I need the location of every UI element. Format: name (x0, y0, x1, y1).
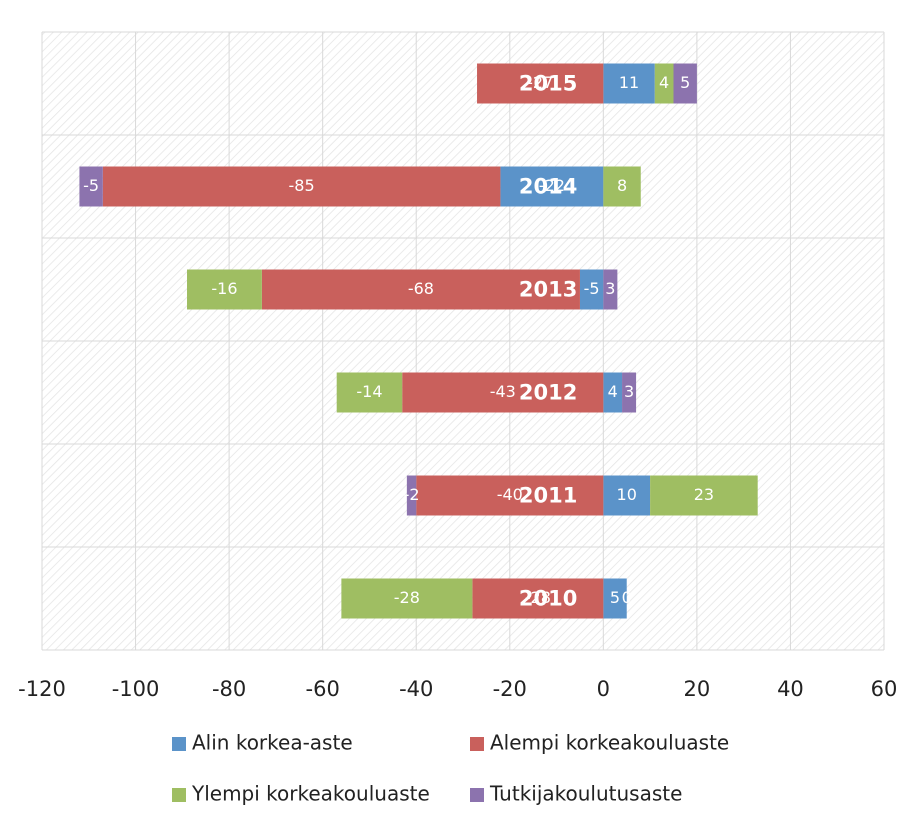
bar (341, 578, 473, 619)
bar (603, 166, 641, 207)
value-label: 10 (617, 485, 637, 504)
value-label: 5 (610, 588, 620, 607)
value-label: -28 (525, 588, 551, 607)
value-label: 3 (605, 279, 615, 298)
value-label: -14 (356, 382, 382, 401)
bar (603, 578, 627, 619)
value-label: -43 (490, 382, 516, 401)
x-tick-label: -60 (306, 677, 340, 701)
value-label: -40 (497, 485, 523, 504)
bar (406, 475, 417, 516)
bar (402, 372, 604, 413)
legend-swatch (470, 788, 484, 802)
x-tick-label: 60 (871, 677, 898, 701)
value-label: -85 (289, 176, 315, 195)
bar (500, 166, 604, 207)
x-tick-label: 0 (597, 677, 610, 701)
legend-label: Alin korkea-aste (192, 731, 353, 755)
bar (622, 372, 637, 413)
legend-swatch (172, 737, 186, 751)
x-tick-label: -120 (18, 677, 66, 701)
value-label: 5 (680, 73, 690, 92)
value-label: -5 (83, 176, 99, 195)
value-label: 0 (622, 588, 632, 607)
legend-swatch (172, 788, 186, 802)
category-label: 2015 (519, 72, 577, 96)
bar (603, 475, 651, 516)
value-label: 8 (617, 176, 627, 195)
x-tick-label: -20 (493, 677, 527, 701)
bar (261, 269, 580, 310)
legend-swatch (470, 737, 484, 751)
bar (650, 475, 758, 516)
bar (477, 63, 604, 104)
value-label: -16 (211, 279, 237, 298)
bar (603, 269, 618, 310)
bar (472, 578, 604, 619)
value-label: 3 (624, 382, 634, 401)
bar (654, 63, 674, 104)
value-label: 4 (659, 73, 669, 92)
legend-label: Alempi korkeakouluaste (490, 731, 729, 755)
x-tick-label: -100 (112, 677, 160, 701)
value-label: -27 (527, 73, 553, 92)
category-label: 2014 (519, 175, 577, 199)
value-label: 4 (608, 382, 618, 401)
bar (336, 372, 403, 413)
x-tick-label: 40 (777, 677, 804, 701)
value-label: -68 (408, 279, 434, 298)
bar (102, 166, 501, 207)
bar (603, 63, 655, 104)
value-label: -22 (539, 176, 565, 195)
legend-label: Tutkijakoulutusaste (489, 782, 682, 806)
x-tick-label: 20 (684, 677, 711, 701)
category-label: 2013 (519, 278, 577, 302)
x-tick-label: -80 (212, 677, 246, 701)
bar (673, 63, 697, 104)
category-label: 2012 (519, 381, 577, 405)
bar (603, 372, 623, 413)
value-label: -5 (584, 279, 600, 298)
category-label: 2011 (519, 484, 577, 508)
bar (187, 269, 262, 310)
category-label: 2010 (519, 587, 577, 611)
value-label: 11 (619, 73, 639, 92)
bar (79, 166, 103, 207)
bar (416, 475, 604, 516)
x-tick-label: -40 (399, 677, 433, 701)
bar (579, 269, 604, 310)
value-label: -28 (394, 588, 420, 607)
value-label: 23 (694, 485, 714, 504)
legend-label: Ylempi korkeakouluaste (191, 782, 430, 806)
value-label: -2 (404, 485, 420, 504)
